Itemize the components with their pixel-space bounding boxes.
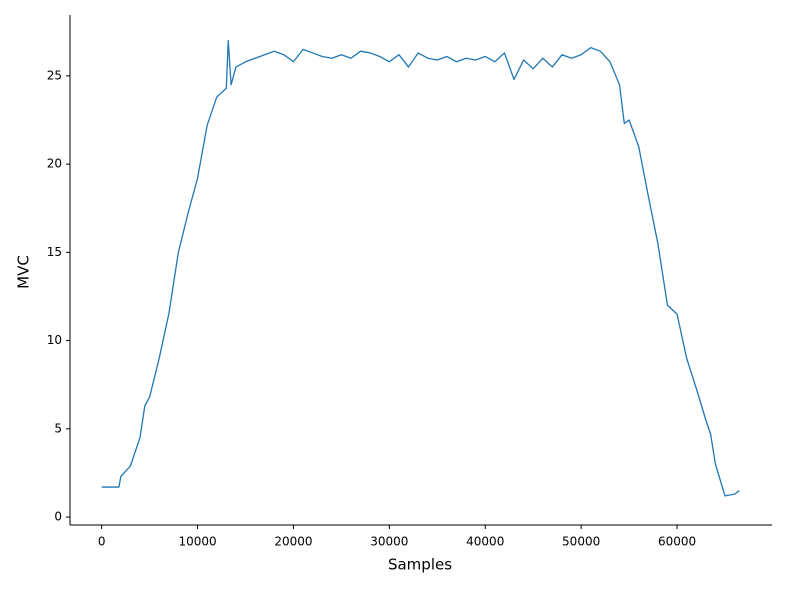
x-tick-label: 50000 (562, 535, 600, 549)
x-tick-label: 30000 (370, 535, 408, 549)
y-tick-label: 15 (47, 245, 62, 259)
y-tick-label: 20 (47, 157, 62, 171)
y-axis-label: MVC (15, 255, 33, 289)
x-tick-label: 10000 (178, 535, 216, 549)
data-line (101, 39, 740, 497)
x-tick-label: 0 (98, 535, 106, 549)
x-axis-label: Samples (388, 556, 452, 574)
x-tick-label: 20000 (274, 535, 312, 549)
y-tick-label: 25 (47, 68, 62, 82)
x-tick-label: 60000 (658, 535, 696, 549)
y-tick-label: 10 (47, 333, 62, 347)
y-tick-label: 5 (54, 421, 62, 435)
y-tick-label: 0 (54, 510, 62, 524)
x-tick-label: 40000 (466, 535, 504, 549)
